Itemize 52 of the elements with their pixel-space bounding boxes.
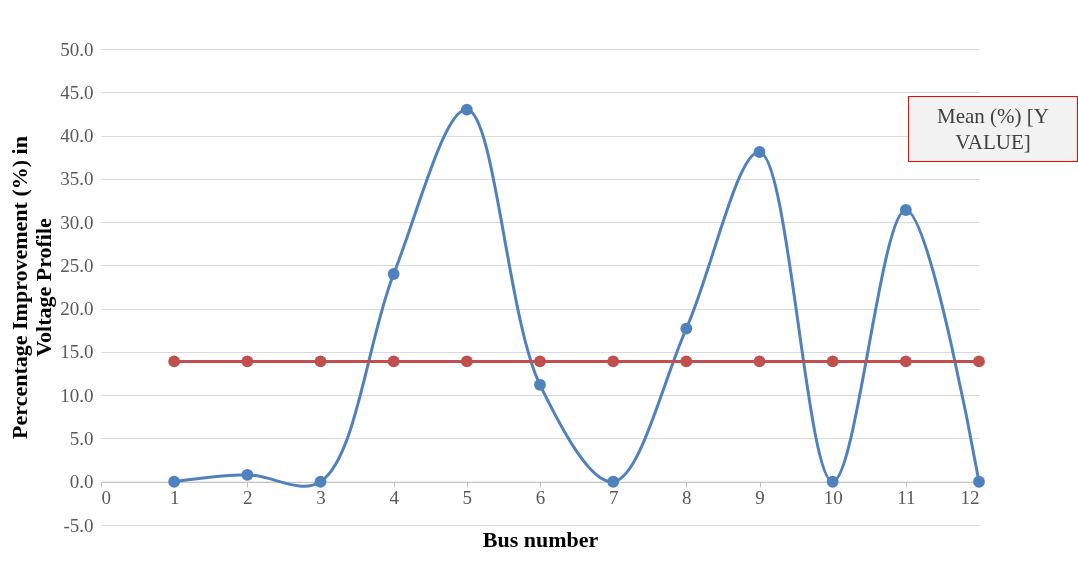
point — [607, 355, 620, 368]
y-tick-label: 30.0 — [60, 211, 94, 233]
point — [460, 103, 473, 116]
point — [973, 475, 985, 488]
point — [826, 475, 839, 488]
x-tick-label: 3 — [316, 487, 326, 509]
point — [460, 355, 473, 368]
point — [387, 268, 400, 280]
x-tick-label: 5 — [462, 487, 473, 509]
x-axis-title: Bus number — [482, 526, 599, 552]
x-tick-label: 12 — [960, 487, 980, 509]
x-tick-label: 1 — [169, 487, 180, 509]
point — [899, 204, 912, 216]
x-tick-label: 11 — [897, 487, 916, 509]
y-tick-label: -5.0 — [63, 514, 94, 536]
y-axis-title: Percentage Improvement (%) in Voltage Profile — [7, 136, 57, 439]
y-tick-label: 40.0 — [60, 125, 94, 147]
point — [973, 355, 985, 368]
y-tick-label: 25.0 — [60, 254, 94, 276]
x-tick-label: 6 — [535, 487, 546, 509]
point — [534, 378, 546, 391]
point — [607, 475, 620, 488]
y-tick-label: 50.0 — [60, 38, 94, 60]
point — [753, 146, 766, 158]
x-tick-label: 8 — [682, 487, 692, 509]
point — [241, 355, 254, 368]
x-tick-label: 2 — [243, 487, 253, 509]
y-tick-label: 20.0 — [60, 298, 94, 320]
x-tick-label: 10 — [823, 487, 843, 509]
y-tick-label: 5.0 — [69, 427, 94, 449]
note-box: Mean (%) [Y VALUE] — [908, 96, 1078, 162]
point — [241, 468, 254, 481]
point — [168, 355, 181, 368]
point — [168, 475, 181, 488]
x-tick-label: 9 — [755, 487, 765, 509]
x-tick-label: 4 — [389, 487, 400, 509]
point — [753, 355, 766, 368]
point — [314, 355, 327, 368]
point — [680, 322, 693, 335]
point — [387, 355, 400, 368]
x-tick-label: 0 — [101, 487, 111, 509]
point — [534, 355, 546, 368]
y-tick-label: 45.0 — [60, 81, 94, 103]
point — [680, 355, 693, 368]
point — [826, 355, 839, 368]
point — [899, 355, 912, 368]
y-tick-label: 35.0 — [60, 168, 94, 190]
y-tick-label: 15.0 — [60, 341, 94, 363]
y-tick-label: 10.0 — [60, 384, 94, 406]
point — [314, 475, 327, 488]
y-tick-label: 0.0 — [69, 471, 94, 493]
x-tick-label: 7 — [608, 487, 619, 509]
